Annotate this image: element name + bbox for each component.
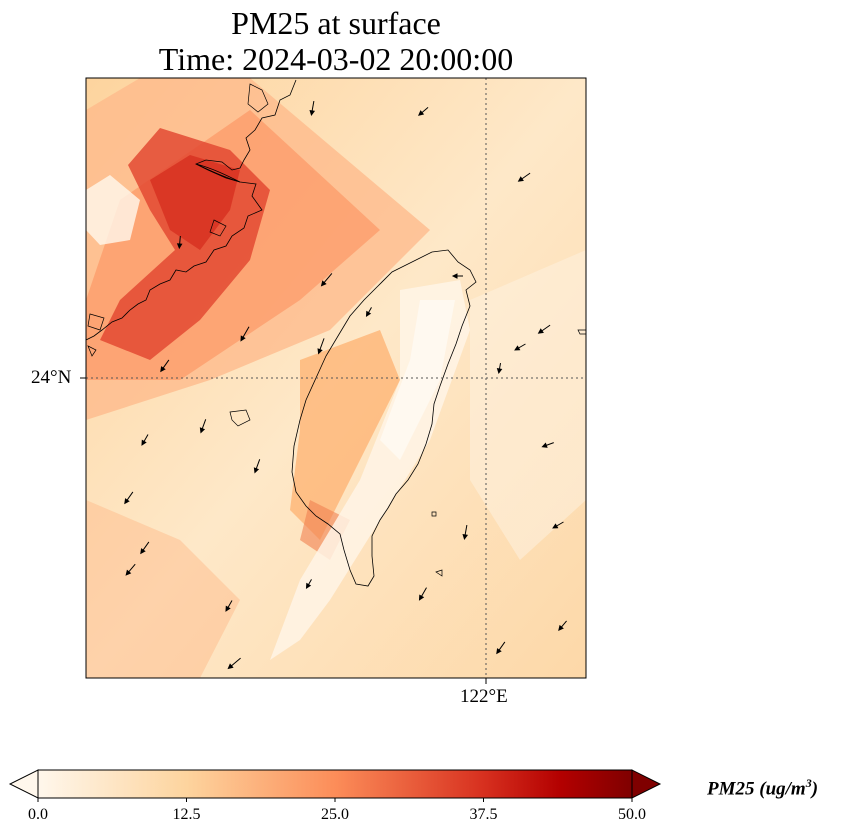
colorbar-tick-0: 0.0 xyxy=(28,806,48,823)
colorbar xyxy=(8,769,662,802)
map-title-line2: Time: 2024-03-02 20:00:00 xyxy=(158,41,514,77)
map-title-line1: PM25 at surface xyxy=(231,5,441,41)
wind-vectors xyxy=(124,100,567,670)
colorbar-extend-low xyxy=(8,769,39,799)
colorbar-label: PM25 (ug/m3) xyxy=(707,776,819,800)
colorbar-tick-2: 25.0 xyxy=(321,806,349,823)
coastline-taiwan xyxy=(291,249,477,587)
colorbar-tick-3: 37.5 xyxy=(469,806,498,823)
map-panel xyxy=(80,77,587,684)
coastline-china xyxy=(86,79,297,427)
colorbar-tick-4: 50.0 xyxy=(618,806,646,823)
lon-tick-label: 122°E xyxy=(460,686,508,707)
colorbar-extend-high xyxy=(631,769,662,799)
lat-tick-label: 24°N xyxy=(31,367,72,388)
colorbar-tick-1: 12.5 xyxy=(172,806,201,823)
colorbar-gradient xyxy=(37,769,633,799)
